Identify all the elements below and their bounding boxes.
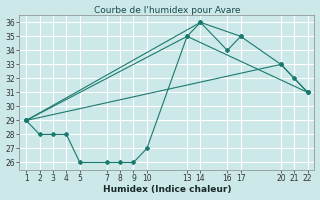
Title: Courbe de l'humidex pour Avare: Courbe de l'humidex pour Avare [94,6,240,15]
X-axis label: Humidex (Indice chaleur): Humidex (Indice chaleur) [103,185,231,194]
